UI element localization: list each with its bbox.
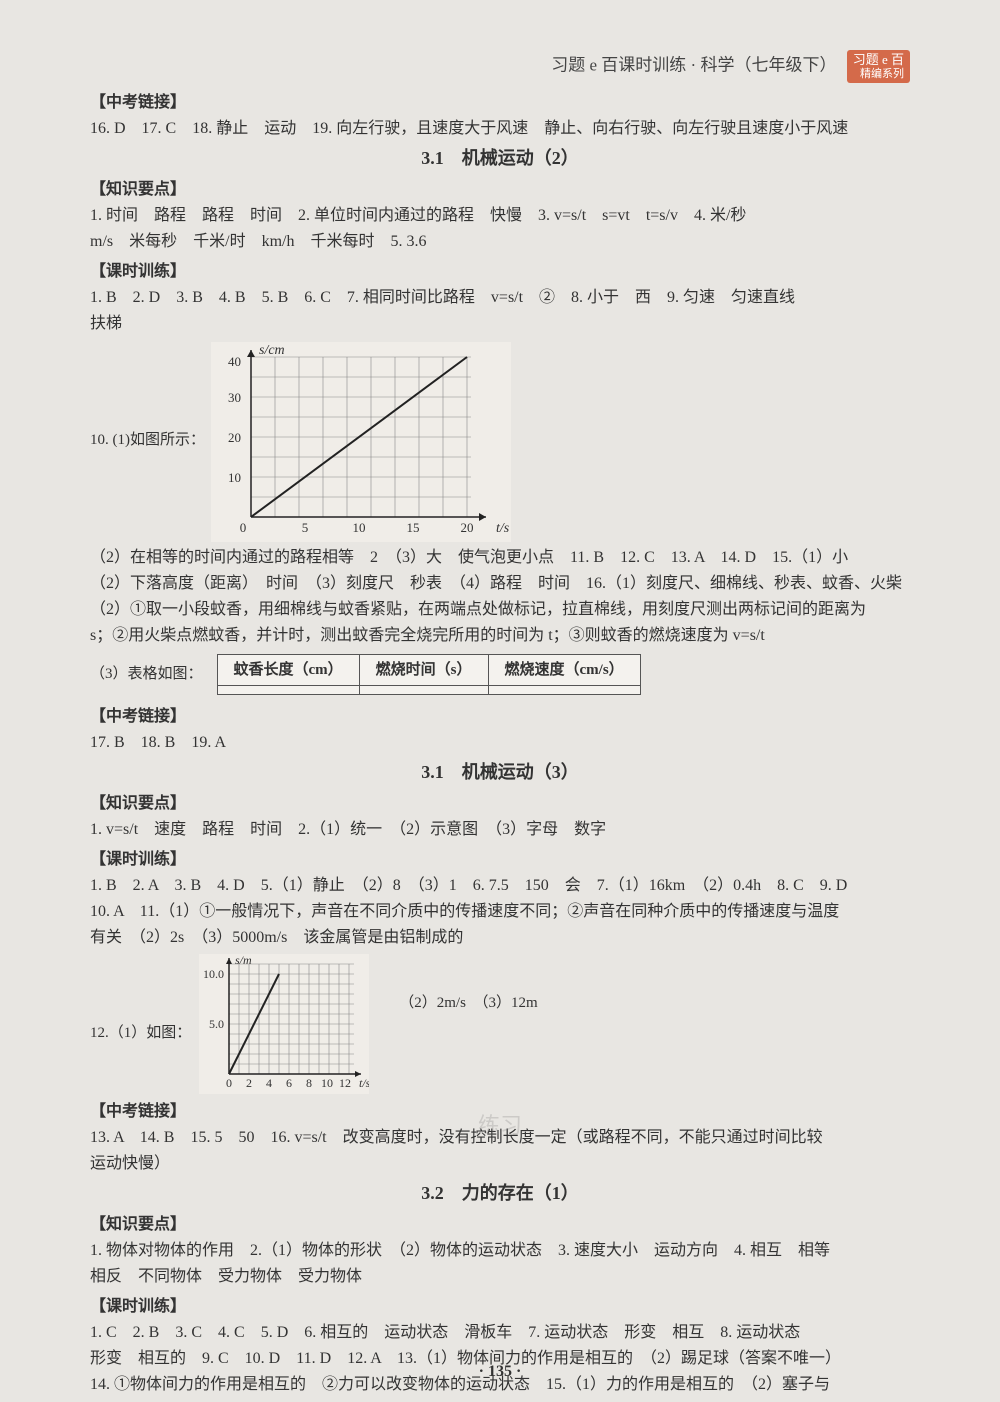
content-line: 16. D 17. C 18. 静止 运动 19. 向左行驶，且速度大于风速 静…: [90, 117, 910, 141]
section-label-zhongkao-3: 【中考链接】: [90, 1100, 910, 1124]
svg-text:5: 5: [302, 520, 309, 535]
content-line: s；②用火柴点燃蚊香，并计时，测出蚊香完全烧完所用的时间为 t；③则蚊香的燃烧速…: [90, 624, 910, 648]
svg-text:10.0: 10.0: [203, 967, 224, 981]
content-line: 有关 （2）2s （3）5000m/s 该金属管是由铝制成的: [90, 926, 910, 950]
chart-1-label: 10. (1)如图所示：: [90, 429, 211, 542]
svg-text:0: 0: [226, 1076, 232, 1090]
svg-text:t/s: t/s: [496, 521, 510, 536]
section-label-zhongkao-2: 【中考链接】: [90, 705, 910, 729]
section-title-2: 3.1 机械运动（3）: [90, 759, 910, 786]
table-header: 燃烧时间（s）: [359, 654, 488, 686]
content-line: 1. B 2. A 3. B 4. D 5.（1）静止 （2）8 （3）1 6.…: [90, 874, 910, 898]
badge-bottom: 精编系列: [853, 68, 904, 81]
badge-top: 习题 e 百: [853, 52, 904, 67]
table-header: 燃烧速度（cm/s）: [488, 654, 640, 686]
chart-1-wrap: 10. (1)如图所示：: [90, 342, 910, 542]
content-line: 17. B 18. B 19. A: [90, 731, 910, 755]
svg-text:20: 20: [461, 520, 474, 535]
table-header: 蚊香长度（cm）: [217, 654, 359, 686]
svg-text:2: 2: [246, 1076, 252, 1090]
chart-2-label: 12.（1）如图：: [90, 1022, 199, 1095]
section-title-1: 3.1 机械运动（2）: [90, 145, 910, 172]
svg-text:8: 8: [306, 1076, 312, 1090]
content-line: 1. C 2. B 3. C 4. C 5. D 6. 相互的 运动状态 滑板车…: [90, 1321, 910, 1345]
content-line: （2）在相等的时间内通过的路程相等 2 （3）大 使气泡更小点 11. B 12…: [90, 546, 910, 570]
svg-text:t/s: t/s: [359, 1076, 369, 1090]
table-cell: [217, 686, 359, 695]
section-label-zhishi-3: 【知识要点】: [90, 1213, 910, 1237]
section-label-keshi-3: 【课时训练】: [90, 1295, 910, 1319]
table-1: 蚊香长度（cm） 燃烧时间（s） 燃烧速度（cm/s）: [217, 654, 641, 696]
svg-text:10: 10: [228, 470, 241, 485]
header-title: 习题 e 百课时训练 · 科学（七年级下）: [551, 55, 836, 74]
svg-text:20: 20: [228, 430, 241, 445]
section-label-keshi-1: 【课时训练】: [90, 260, 910, 284]
page-header: 习题 e 百课时训练 · 科学（七年级下） 习题 e 百 精编系列: [90, 50, 910, 83]
svg-text:40: 40: [228, 354, 241, 369]
chart-2-svg: 0 2 4 6 8 10 12 t/s 5.0 10.0 s/m: [199, 954, 369, 1094]
section-label-zhishi-1: 【知识要点】: [90, 178, 910, 202]
content-line: 1. 物体对物体的作用 2.（1）物体的形状 （2）物体的运动状态 3. 速度大…: [90, 1239, 910, 1263]
svg-text:4: 4: [266, 1076, 272, 1090]
table-1-row: （3）表格如图： 蚊香长度（cm） 燃烧时间（s） 燃烧速度（cm/s）: [90, 650, 910, 700]
content-line: 运动快慢）: [90, 1152, 910, 1176]
svg-text:10: 10: [321, 1076, 333, 1090]
section-label-zhishi-2: 【知识要点】: [90, 792, 910, 816]
content-line: 10. A 11.（1）①一般情况下，声音在不同介质中的传播速度不同；②声音在同…: [90, 900, 910, 924]
section-title-3: 3.2 力的存在（1）: [90, 1180, 910, 1207]
svg-text:10: 10: [353, 520, 366, 535]
content-line: 扶梯: [90, 312, 910, 336]
page-number: · 135 ·: [0, 1360, 1000, 1384]
svg-text:12: 12: [339, 1076, 351, 1090]
svg-text:s/cm: s/cm: [259, 343, 285, 358]
content-line: 相反 不同物体 受力物体 受力物体: [90, 1265, 910, 1289]
table-cell: [488, 686, 640, 695]
content-line: m/s 米每秒 千米/时 km/h 千米每时 5. 3.6: [90, 230, 910, 254]
section-label-zhongkao-1: 【中考链接】: [90, 91, 910, 115]
chart-1-svg: 0 5 10 15 20 t/s 10 20 30 40 s/cm: [211, 342, 511, 542]
svg-text:s/m: s/m: [235, 954, 252, 967]
section-label-keshi-2: 【课时训练】: [90, 848, 910, 872]
header-badge: 习题 e 百 精编系列: [847, 50, 910, 83]
svg-text:30: 30: [228, 390, 241, 405]
chart-2-wrap: 12.（1）如图：: [90, 954, 910, 1094]
svg-text:15: 15: [407, 520, 420, 535]
chart-2-right: （2）2m/s （3）12m: [369, 992, 537, 1095]
content-line: 1. 时间 路程 路程 时间 2. 单位时间内通过的路程 快慢 3. v=s/t…: [90, 204, 910, 228]
content-line: （2）①取一小段蚊香，用细棉线与蚊香紧贴，在两端点处做标记，拉直棉线，用刻度尺测…: [90, 598, 910, 622]
content-line: 13. A 14. B 15. 5 50 16. v=s/t 改变高度时，没有控…: [90, 1126, 910, 1150]
content-line: （2）下落高度（距离） 时间 （3）刻度尺 秒表 （4）路程 时间 16.（1）…: [90, 572, 910, 596]
content-line: 1. v=s/t 速度 路程 时间 2.（1）统一 （2）示意图 （3）字母 数…: [90, 818, 910, 842]
svg-text:5.0: 5.0: [209, 1017, 224, 1031]
table-cell: [359, 686, 488, 695]
svg-text:0: 0: [240, 520, 247, 535]
svg-text:6: 6: [286, 1076, 292, 1090]
table-1-prefix: （3）表格如图：: [90, 663, 207, 686]
content-line: 1. B 2. D 3. B 4. B 5. B 6. C 7. 相同时间比路程…: [90, 286, 910, 310]
